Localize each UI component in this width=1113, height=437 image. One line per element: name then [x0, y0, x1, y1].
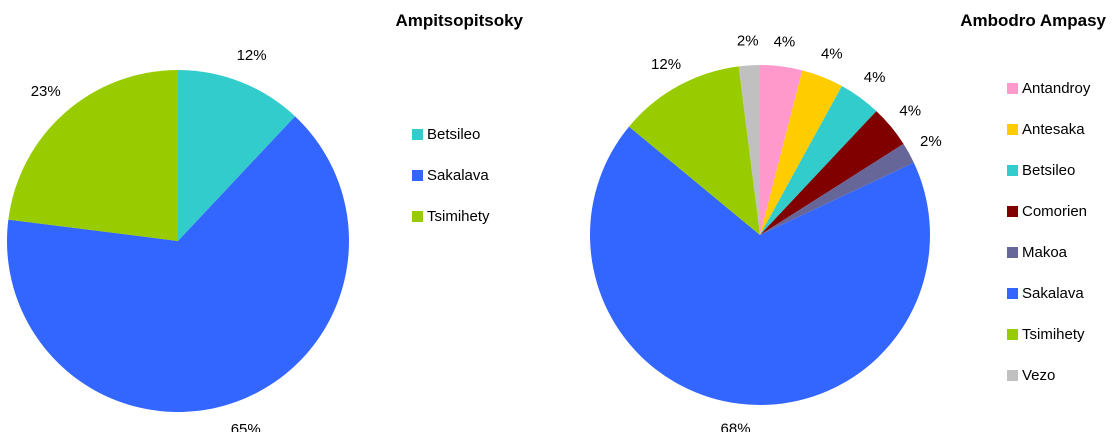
- data-label-betsileo: 12%: [237, 47, 267, 64]
- legend-label-sakalava: Sakalava: [427, 167, 489, 184]
- legend-label-sakalava: Sakalava: [1022, 285, 1084, 302]
- pie-slice-antandroy: [760, 65, 803, 235]
- pie-slice-comorien: [760, 111, 904, 235]
- data-label-betsileo: 4%: [864, 69, 886, 86]
- legend-label-antandroy: Antandroy: [1022, 80, 1091, 97]
- legend-label-tsimihety: Tsimihety: [1022, 326, 1085, 343]
- legend-swatch-sakalava: [412, 170, 423, 181]
- legend-label-comorien: Comorien: [1022, 203, 1087, 220]
- data-label-comorien: 4%: [899, 103, 921, 120]
- legend-label-tsimihety: Tsimihety: [427, 208, 490, 225]
- chart-title: Ampitsopitsoky: [395, 11, 523, 30]
- legend-label-betsileo: Betsileo: [1022, 162, 1075, 179]
- legend-swatch-comorien: [1007, 206, 1018, 217]
- data-label-sakalava: 68%: [721, 420, 751, 432]
- legend-swatch-sakalava: [1007, 288, 1018, 299]
- legend-swatch-betsileo: [412, 129, 423, 140]
- pie-slice-antesaka: [760, 70, 842, 235]
- data-label-antesaka: 4%: [821, 46, 843, 63]
- pie-slice-makoa: [760, 143, 914, 235]
- legend-label-antesaka: Antesaka: [1022, 121, 1085, 138]
- pie-slice-tsimihety: [629, 66, 760, 235]
- legend-swatch-makoa: [1007, 247, 1018, 258]
- data-label-antandroy: 4%: [774, 34, 796, 51]
- pie-slice-betsileo: [178, 70, 296, 241]
- chart-title: Ambodro Ampasy: [960, 11, 1106, 30]
- pie-chart-ambodro-ampasy: Ambodro Ampasy 4% 4% 4% 4% 2% 68% 12% 2% Antand…: [590, 11, 1107, 437]
- pie-slice-sakalava: [590, 126, 931, 405]
- legend-swatch-antesaka: [1007, 124, 1018, 135]
- legend-label-makoa: Makoa: [1022, 244, 1068, 261]
- pie-slice-betsileo: [760, 86, 877, 235]
- pie-slice-sakalava: [7, 116, 350, 412]
- pie-slice-tsimihety: [8, 70, 178, 241]
- legend-swatch-vezo: [1007, 370, 1018, 381]
- data-label-tsimihety: 12%: [651, 56, 681, 73]
- pie-slice-vezo: [738, 65, 760, 235]
- data-label-sakalava: 65%: [231, 421, 261, 432]
- data-label-tsimihety: 23%: [31, 83, 61, 100]
- data-label-makoa: 2%: [920, 133, 942, 150]
- legend-swatch-tsimihety: [1007, 329, 1018, 340]
- pie-chart-ampitsopitsoky: Ampitsopitsoky 12% 65% 23% Betsileo Sakalav…: [7, 11, 524, 437]
- legend-swatch-tsimihety: [412, 211, 423, 222]
- legend-label-betsileo: Betsileo: [427, 126, 480, 143]
- legend-swatch-betsileo: [1007, 165, 1018, 176]
- legend-swatch-antandroy: [1007, 83, 1018, 94]
- data-label-vezo: 2%: [737, 32, 759, 49]
- legend-label-vezo: Vezo: [1022, 367, 1055, 384]
